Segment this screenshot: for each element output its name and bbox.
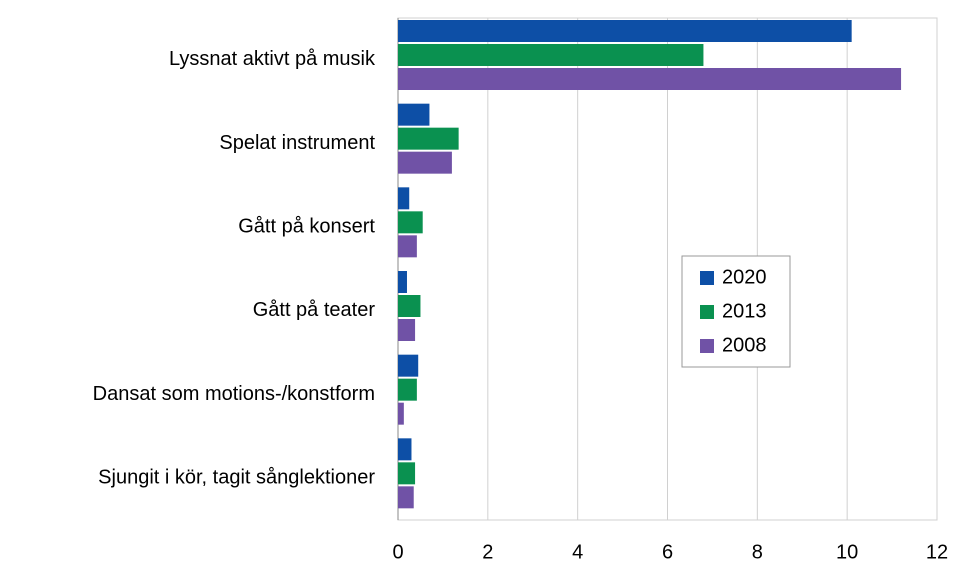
legend-swatch	[700, 271, 714, 285]
bar	[398, 44, 704, 66]
x-tick-label: 8	[752, 541, 763, 563]
legend-label: 2013	[722, 300, 767, 322]
x-tick-label: 0	[392, 541, 403, 563]
legend-label: 2008	[722, 334, 767, 356]
y-tick-label: Sjungit i kör, tagit sånglektioner	[98, 466, 375, 488]
bar	[398, 438, 412, 461]
bar	[398, 354, 419, 377]
bar	[398, 103, 430, 126]
y-tick-label: Gått på konsert	[238, 215, 375, 237]
y-tick-label: Spelat instrument	[219, 132, 375, 154]
bar	[398, 271, 407, 293]
bar	[398, 486, 414, 509]
bar	[398, 319, 416, 341]
x-tick-label: 10	[836, 541, 858, 563]
legend-label: 2020	[722, 266, 767, 288]
bar	[398, 187, 410, 210]
bar	[398, 235, 417, 258]
bar	[398, 295, 421, 317]
bar	[398, 127, 459, 150]
y-tick-label: Lyssnat aktivt på musik	[169, 48, 376, 70]
x-tick-label: 12	[926, 541, 948, 563]
bar	[398, 68, 902, 90]
x-tick-label: 6	[662, 541, 673, 563]
bar	[398, 402, 404, 425]
bar	[398, 378, 417, 401]
legend-swatch	[700, 339, 714, 353]
y-tick-label: Dansat som motions-/konstform	[93, 383, 375, 405]
y-tick-label: Gått på teater	[253, 299, 376, 321]
bar	[398, 211, 423, 234]
x-tick-label: 4	[572, 541, 583, 563]
bar	[398, 462, 416, 485]
bar	[398, 151, 452, 174]
bar	[398, 20, 852, 42]
legend-swatch	[700, 305, 714, 319]
x-tick-label: 2	[482, 541, 493, 563]
